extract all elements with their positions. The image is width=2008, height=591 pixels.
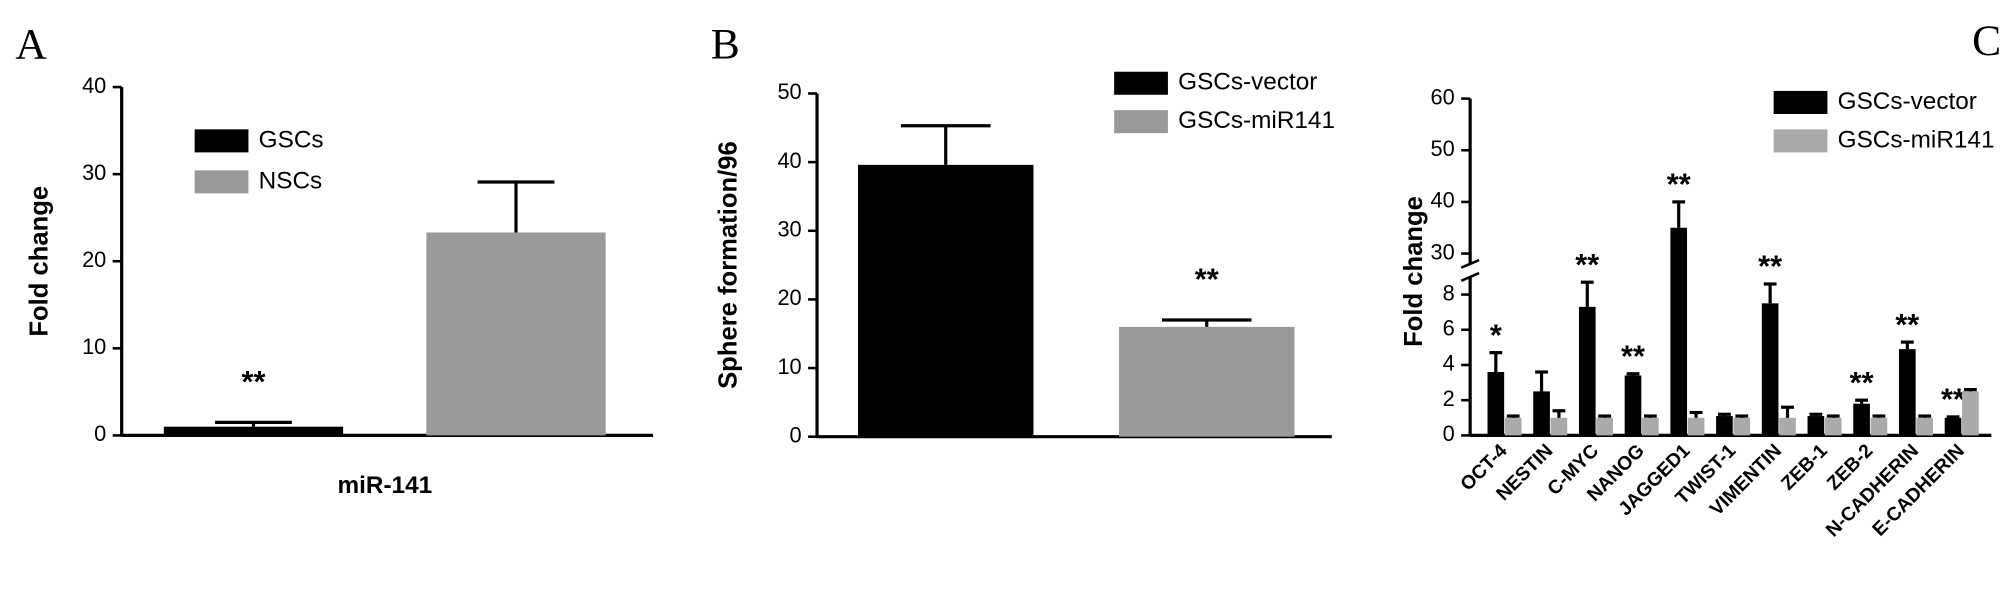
y-axis-label: Fold change (26, 186, 54, 337)
y-tick-label: 0 (790, 422, 802, 447)
y-tick-label: 40 (777, 148, 801, 173)
legend-label: GSCs-vector (1838, 88, 1977, 115)
y-tick-label: 8 (1443, 280, 1455, 305)
bar (1761, 303, 1779, 436)
bar (1824, 417, 1842, 436)
annotation: ** (1758, 249, 1782, 284)
annotation: ** (1621, 339, 1645, 374)
bar (1733, 417, 1751, 436)
bar (1916, 417, 1933, 436)
y-tick-label: 20 (82, 247, 106, 272)
annotation: ** (1895, 307, 1919, 342)
annotation: ** (1575, 247, 1599, 282)
legend-swatch (1114, 71, 1168, 95)
bar (426, 232, 606, 436)
legend-swatch (1773, 129, 1828, 153)
bar (1119, 326, 1295, 437)
bar (1670, 227, 1688, 436)
bar (1779, 417, 1796, 436)
bar (1487, 372, 1505, 436)
bar (1807, 416, 1825, 436)
bar (1624, 375, 1642, 436)
legend-label: GSCs-miR141 (1838, 126, 1995, 153)
y-tick-label: 4 (1443, 351, 1455, 376)
legend-swatch (1773, 90, 1828, 114)
y-tick-label: 40 (1431, 188, 1455, 213)
annotation: * (1490, 317, 1502, 352)
y-tick-label: 60 (1431, 84, 1455, 109)
bar (1716, 416, 1733, 436)
legend-label: GSCs-miR141 (1178, 107, 1335, 134)
legend-swatch (194, 170, 249, 194)
y-axis-label: Fold change (1400, 196, 1428, 347)
y-tick-label: 30 (1431, 239, 1455, 264)
legend-label: GSCs-vector (1178, 69, 1317, 96)
bar (1687, 417, 1705, 436)
x-tick-label: miR-141 (337, 472, 432, 499)
bar (1870, 417, 1888, 436)
panel-label: A (15, 21, 47, 69)
annotation: ** (1195, 262, 1219, 297)
bar (1853, 403, 1870, 436)
y-tick-label: 10 (82, 334, 106, 359)
y-tick-label: 0 (1443, 421, 1455, 446)
panel-label: B (711, 21, 740, 69)
bar (1642, 417, 1659, 436)
y-axis-label: Sphere formation/96 (715, 141, 743, 389)
y-tick-label: 50 (777, 79, 801, 104)
y-tick-label: 0 (94, 421, 106, 446)
y-tick-label: 6 (1443, 316, 1455, 341)
bar (1962, 391, 1979, 436)
annotation: ** (242, 364, 266, 399)
bar (1898, 349, 1916, 436)
x-tick-label: ZEB-1 (1778, 440, 1832, 494)
bar (858, 164, 1034, 437)
y-tick-label: 2 (1443, 386, 1455, 411)
y-tick-label: 50 (1431, 136, 1455, 161)
bar (163, 426, 344, 436)
bar (1596, 417, 1613, 436)
y-tick-label: 30 (777, 217, 801, 242)
bar (1550, 417, 1568, 436)
panel-label: C (1972, 17, 2001, 65)
bar (1578, 306, 1596, 436)
bar (1533, 391, 1550, 436)
axis-break (1460, 258, 1480, 269)
annotation: ** (1941, 382, 1965, 417)
axis-break (1460, 271, 1480, 282)
legend-swatch (1114, 110, 1168, 134)
y-tick-label: 10 (777, 354, 801, 379)
y-tick-label: 30 (82, 160, 106, 185)
annotation: ** (1667, 167, 1691, 202)
legend-label: GSCs (259, 126, 324, 153)
bar (1944, 417, 1962, 436)
legend-swatch (194, 129, 249, 153)
legend-label: NSCs (259, 167, 323, 194)
bar (1504, 417, 1522, 436)
annotation: ** (1850, 365, 1874, 400)
y-tick-label: 20 (777, 285, 801, 310)
y-tick-label: 40 (82, 73, 106, 98)
